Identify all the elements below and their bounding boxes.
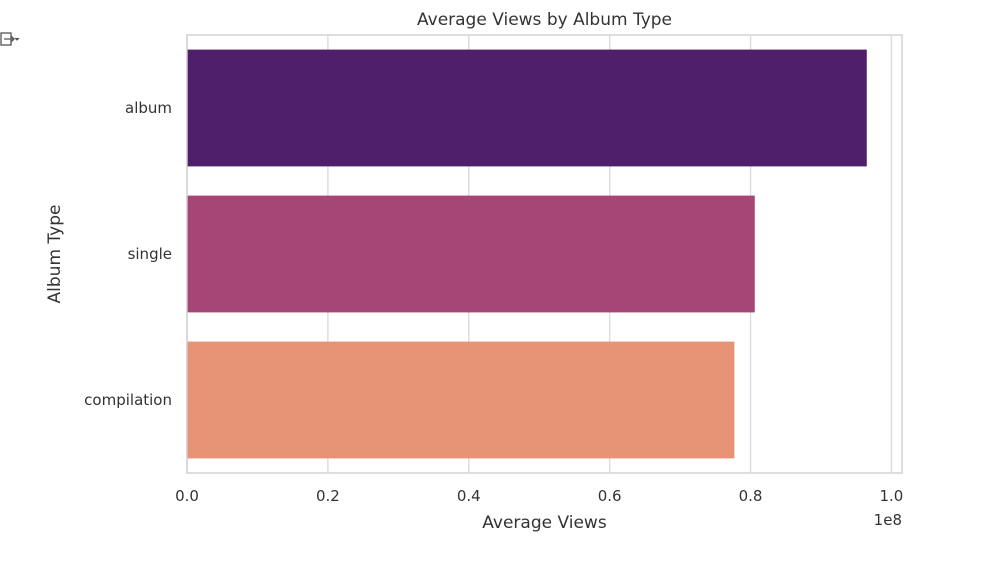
y-tick-label: album xyxy=(125,99,172,117)
y-axis-label: Album Type xyxy=(45,205,65,304)
x-axis-label: Average Views xyxy=(482,513,607,533)
x-tick-label: 0.0 xyxy=(175,487,199,505)
x-tick-label: 0.4 xyxy=(457,487,481,505)
bar-album xyxy=(187,49,867,167)
y-tick-label: single xyxy=(128,245,172,263)
x-tick-label: 0.8 xyxy=(739,487,763,505)
plot-frame xyxy=(186,34,903,474)
x-tick-label: 0.2 xyxy=(316,487,340,505)
x-tick-label: 0.6 xyxy=(598,487,622,505)
chart-title: Average Views by Album Type xyxy=(417,10,672,30)
x-tick-label: 1.0 xyxy=(880,487,904,505)
y-tick-label: compilation xyxy=(84,391,172,409)
bar-compilation xyxy=(187,341,735,459)
tick-labels: 0.0 0.2 0.4 0.6 0.8 1.0 album single compilation xyxy=(84,99,903,505)
output-arrow-icon[interactable] xyxy=(0,30,20,48)
x-axis-offset-text: 1e8 xyxy=(874,511,902,529)
bars xyxy=(187,49,867,459)
bar-single xyxy=(187,195,755,313)
